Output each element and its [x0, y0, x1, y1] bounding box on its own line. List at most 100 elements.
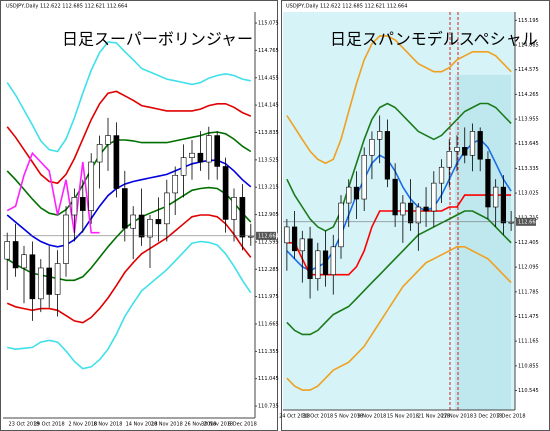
- candle-body: [291, 226, 298, 252]
- candle-body: [147, 219, 153, 238]
- candle-body: [346, 186, 352, 204]
- series-line: [286, 35, 512, 165]
- y-tick-label: 113.645: [518, 141, 539, 147]
- candle-body: [71, 197, 78, 216]
- x-tick-label: 8 Nov 2018: [94, 422, 123, 428]
- y-tick-label: 112.285: [258, 267, 279, 273]
- x-tick-label: 26 Nov 2018: [184, 422, 216, 428]
- series-line: [7, 240, 252, 370]
- candle-body: [493, 186, 499, 208]
- y-tick-label: 112.095: [518, 265, 539, 271]
- x-tick-label: 27 Nov 2018: [441, 414, 473, 420]
- candle-body: [307, 238, 313, 279]
- candle-body: [37, 267, 44, 300]
- last-price-box: [256, 231, 276, 240]
- candle-body: [361, 154, 367, 200]
- symbol-label: USDJPY,Daily 112.622 112.685 112.621 112…: [286, 4, 407, 10]
- y-tick-label: 113.835: [258, 130, 279, 136]
- candle-body: [392, 178, 398, 216]
- series-line: [286, 102, 512, 232]
- candle-body: [247, 235, 254, 238]
- candle-body: [63, 214, 69, 264]
- candle-body: [121, 188, 128, 229]
- y-tick-label: 113.955: [518, 117, 539, 123]
- candle-body: [384, 131, 391, 180]
- candle-body: [477, 131, 483, 160]
- y-tick-label: 115.075: [258, 21, 279, 27]
- candle-body: [377, 131, 383, 140]
- last-price-box: [516, 217, 536, 226]
- candle-body: [299, 238, 305, 252]
- candle-body: [113, 135, 120, 189]
- candle-body: [4, 241, 11, 260]
- candle-body: [172, 174, 179, 194]
- candle-body: [315, 250, 321, 279]
- series-line: [6, 214, 252, 324]
- candle-body: [231, 197, 237, 220]
- candle-body: [369, 139, 375, 156]
- last-price-label: 112.664: [258, 233, 279, 239]
- last-price-label: 112.664: [518, 219, 539, 225]
- candle-body: [138, 214, 145, 238]
- candle-body: [222, 166, 229, 220]
- candle-body: [438, 166, 445, 184]
- candle-body: [454, 147, 460, 152]
- y-tick-label: 114.265: [518, 92, 539, 98]
- y-tick-label: 110.545: [518, 388, 539, 394]
- x-tick-label: 5 Nov 2018: [334, 414, 363, 420]
- y-tick-label: 110.735: [258, 404, 279, 410]
- series-line: [6, 41, 251, 153]
- y-tick-label: 115.195: [518, 18, 539, 24]
- y-tick-label: 110.855: [518, 363, 539, 369]
- x-tick-label: 24 Oct 2018: [279, 414, 310, 420]
- series-line: [286, 210, 512, 336]
- candle-body: [79, 197, 86, 211]
- x-tick-label: 9 Nov 2018: [358, 414, 387, 420]
- y-tick-label: 114.145: [258, 103, 279, 109]
- y-tick-label: 111.975: [258, 294, 279, 300]
- y-tick-label: 112.905: [258, 212, 279, 218]
- candle-body: [284, 226, 290, 244]
- symbol-label: USDJPY,Daily 112.622 112.685 112.621 112…: [6, 4, 127, 10]
- y-tick-label: 114.885: [518, 43, 539, 49]
- x-tick-label: 7 Dec 2018: [497, 414, 526, 420]
- x-tick-label: 3 Dec 2018: [474, 414, 503, 420]
- y-tick-label: 112.405: [518, 240, 539, 246]
- candle-body: [462, 147, 468, 156]
- candle-body: [130, 214, 137, 229]
- y-tick-label: 111.045: [258, 376, 279, 382]
- x-tick-label: 21 Nov 2018: [418, 414, 450, 420]
- x-tick-label: 30 Oct 2018: [302, 414, 333, 420]
- x-tick-label: 6 Dec 2018: [228, 422, 257, 428]
- y-tick-label: 114.765: [258, 48, 279, 54]
- x-tick-label: 23 Oct 2018: [9, 422, 40, 428]
- x-tick-label: 2 Nov 2018: [68, 422, 97, 428]
- y-tick-label: 113.025: [518, 191, 539, 197]
- candle-body: [469, 131, 476, 156]
- chart-title: 日足スパンモデルスペシャル: [330, 30, 538, 49]
- candle-body: [29, 254, 36, 300]
- candle-body: [197, 152, 204, 163]
- candle-body: [322, 250, 329, 275]
- chart-title: 日足スーパーボリンジャー: [62, 30, 253, 49]
- y-tick-label: 111.665: [258, 322, 279, 328]
- series-line: [6, 131, 252, 216]
- x-tick-label: 20 Nov 2018: [151, 422, 183, 428]
- candle-body: [12, 241, 19, 269]
- candle-body: [353, 186, 360, 200]
- candle-body: [155, 219, 162, 225]
- candle-body: [446, 151, 452, 168]
- candle-body: [163, 192, 170, 225]
- candle-body: [54, 263, 61, 295]
- highlight-zone: [455, 75, 511, 410]
- y-tick-label: 112.595: [258, 239, 279, 245]
- candle-body: [105, 135, 111, 145]
- x-tick-label: 30 Nov 2018: [201, 422, 233, 428]
- candle-body: [239, 197, 246, 238]
- candle-body: [214, 135, 221, 167]
- candle-body: [189, 152, 195, 158]
- candle-body: [205, 135, 212, 163]
- x-tick-label: 15 Nov 2018: [387, 414, 419, 420]
- y-tick-label: 113.335: [518, 166, 539, 172]
- y-tick-label: 111.785: [518, 289, 539, 295]
